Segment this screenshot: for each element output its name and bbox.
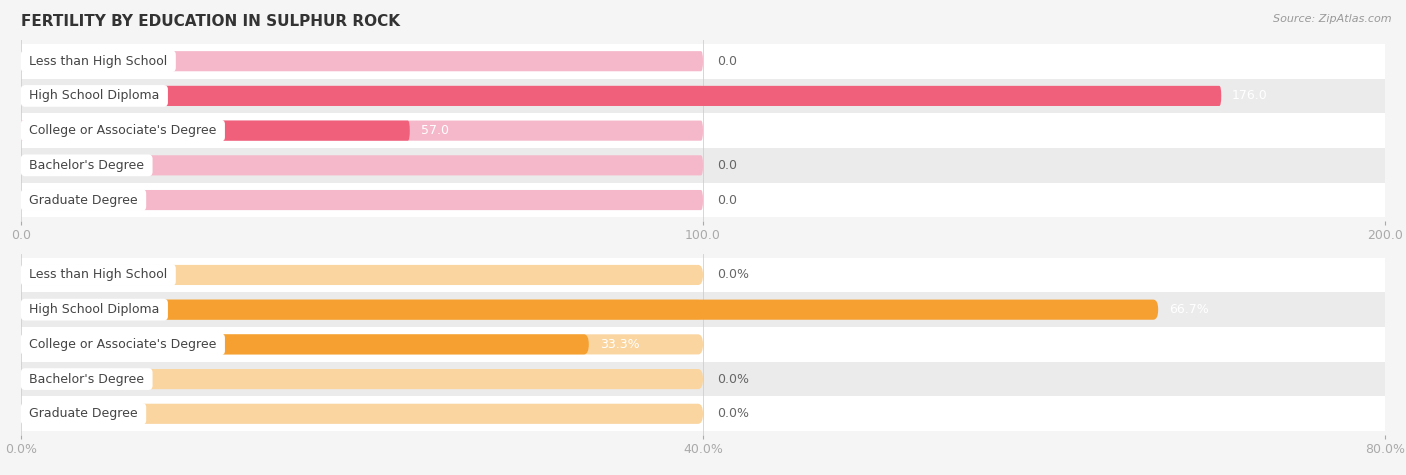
Text: College or Associate's Degree: College or Associate's Degree: [25, 124, 221, 137]
FancyBboxPatch shape: [21, 190, 703, 210]
Text: Bachelor's Degree: Bachelor's Degree: [25, 372, 148, 386]
Bar: [21, 183, 1385, 218]
Bar: [21, 362, 1385, 397]
Text: Graduate Degree: Graduate Degree: [25, 407, 142, 420]
Bar: [21, 257, 1385, 292]
Text: College or Associate's Degree: College or Associate's Degree: [25, 338, 221, 351]
FancyBboxPatch shape: [21, 155, 703, 175]
FancyBboxPatch shape: [21, 300, 703, 320]
Bar: [21, 44, 1385, 78]
Text: 33.3%: 33.3%: [600, 338, 640, 351]
Bar: [21, 397, 1385, 431]
Text: High School Diploma: High School Diploma: [25, 303, 163, 316]
Bar: [21, 327, 1385, 362]
Text: FERTILITY BY EDUCATION IN SULPHUR ROCK: FERTILITY BY EDUCATION IN SULPHUR ROCK: [21, 14, 401, 29]
Text: Bachelor's Degree: Bachelor's Degree: [25, 159, 148, 172]
Bar: [21, 78, 1385, 113]
Text: 57.0: 57.0: [420, 124, 449, 137]
Text: 0.0%: 0.0%: [717, 268, 748, 282]
Text: 0.0%: 0.0%: [717, 372, 748, 386]
Text: Graduate Degree: Graduate Degree: [25, 193, 142, 207]
FancyBboxPatch shape: [21, 86, 1222, 106]
Bar: [21, 292, 1385, 327]
Text: Less than High School: Less than High School: [25, 55, 172, 68]
Text: 0.0: 0.0: [717, 55, 737, 68]
FancyBboxPatch shape: [21, 121, 703, 141]
FancyBboxPatch shape: [21, 334, 589, 354]
Text: Source: ZipAtlas.com: Source: ZipAtlas.com: [1274, 14, 1392, 24]
FancyBboxPatch shape: [21, 334, 703, 354]
FancyBboxPatch shape: [21, 51, 703, 71]
Text: 0.0%: 0.0%: [717, 407, 748, 420]
Text: Less than High School: Less than High School: [25, 268, 172, 282]
Text: High School Diploma: High School Diploma: [25, 89, 163, 103]
Bar: [21, 113, 1385, 148]
FancyBboxPatch shape: [21, 86, 703, 106]
FancyBboxPatch shape: [21, 121, 409, 141]
Text: 0.0: 0.0: [717, 159, 737, 172]
Text: 66.7%: 66.7%: [1168, 303, 1209, 316]
Text: 0.0: 0.0: [717, 193, 737, 207]
FancyBboxPatch shape: [21, 404, 703, 424]
FancyBboxPatch shape: [21, 265, 703, 285]
Bar: [21, 148, 1385, 183]
Text: 176.0: 176.0: [1232, 89, 1268, 103]
FancyBboxPatch shape: [21, 300, 1159, 320]
FancyBboxPatch shape: [21, 369, 703, 389]
